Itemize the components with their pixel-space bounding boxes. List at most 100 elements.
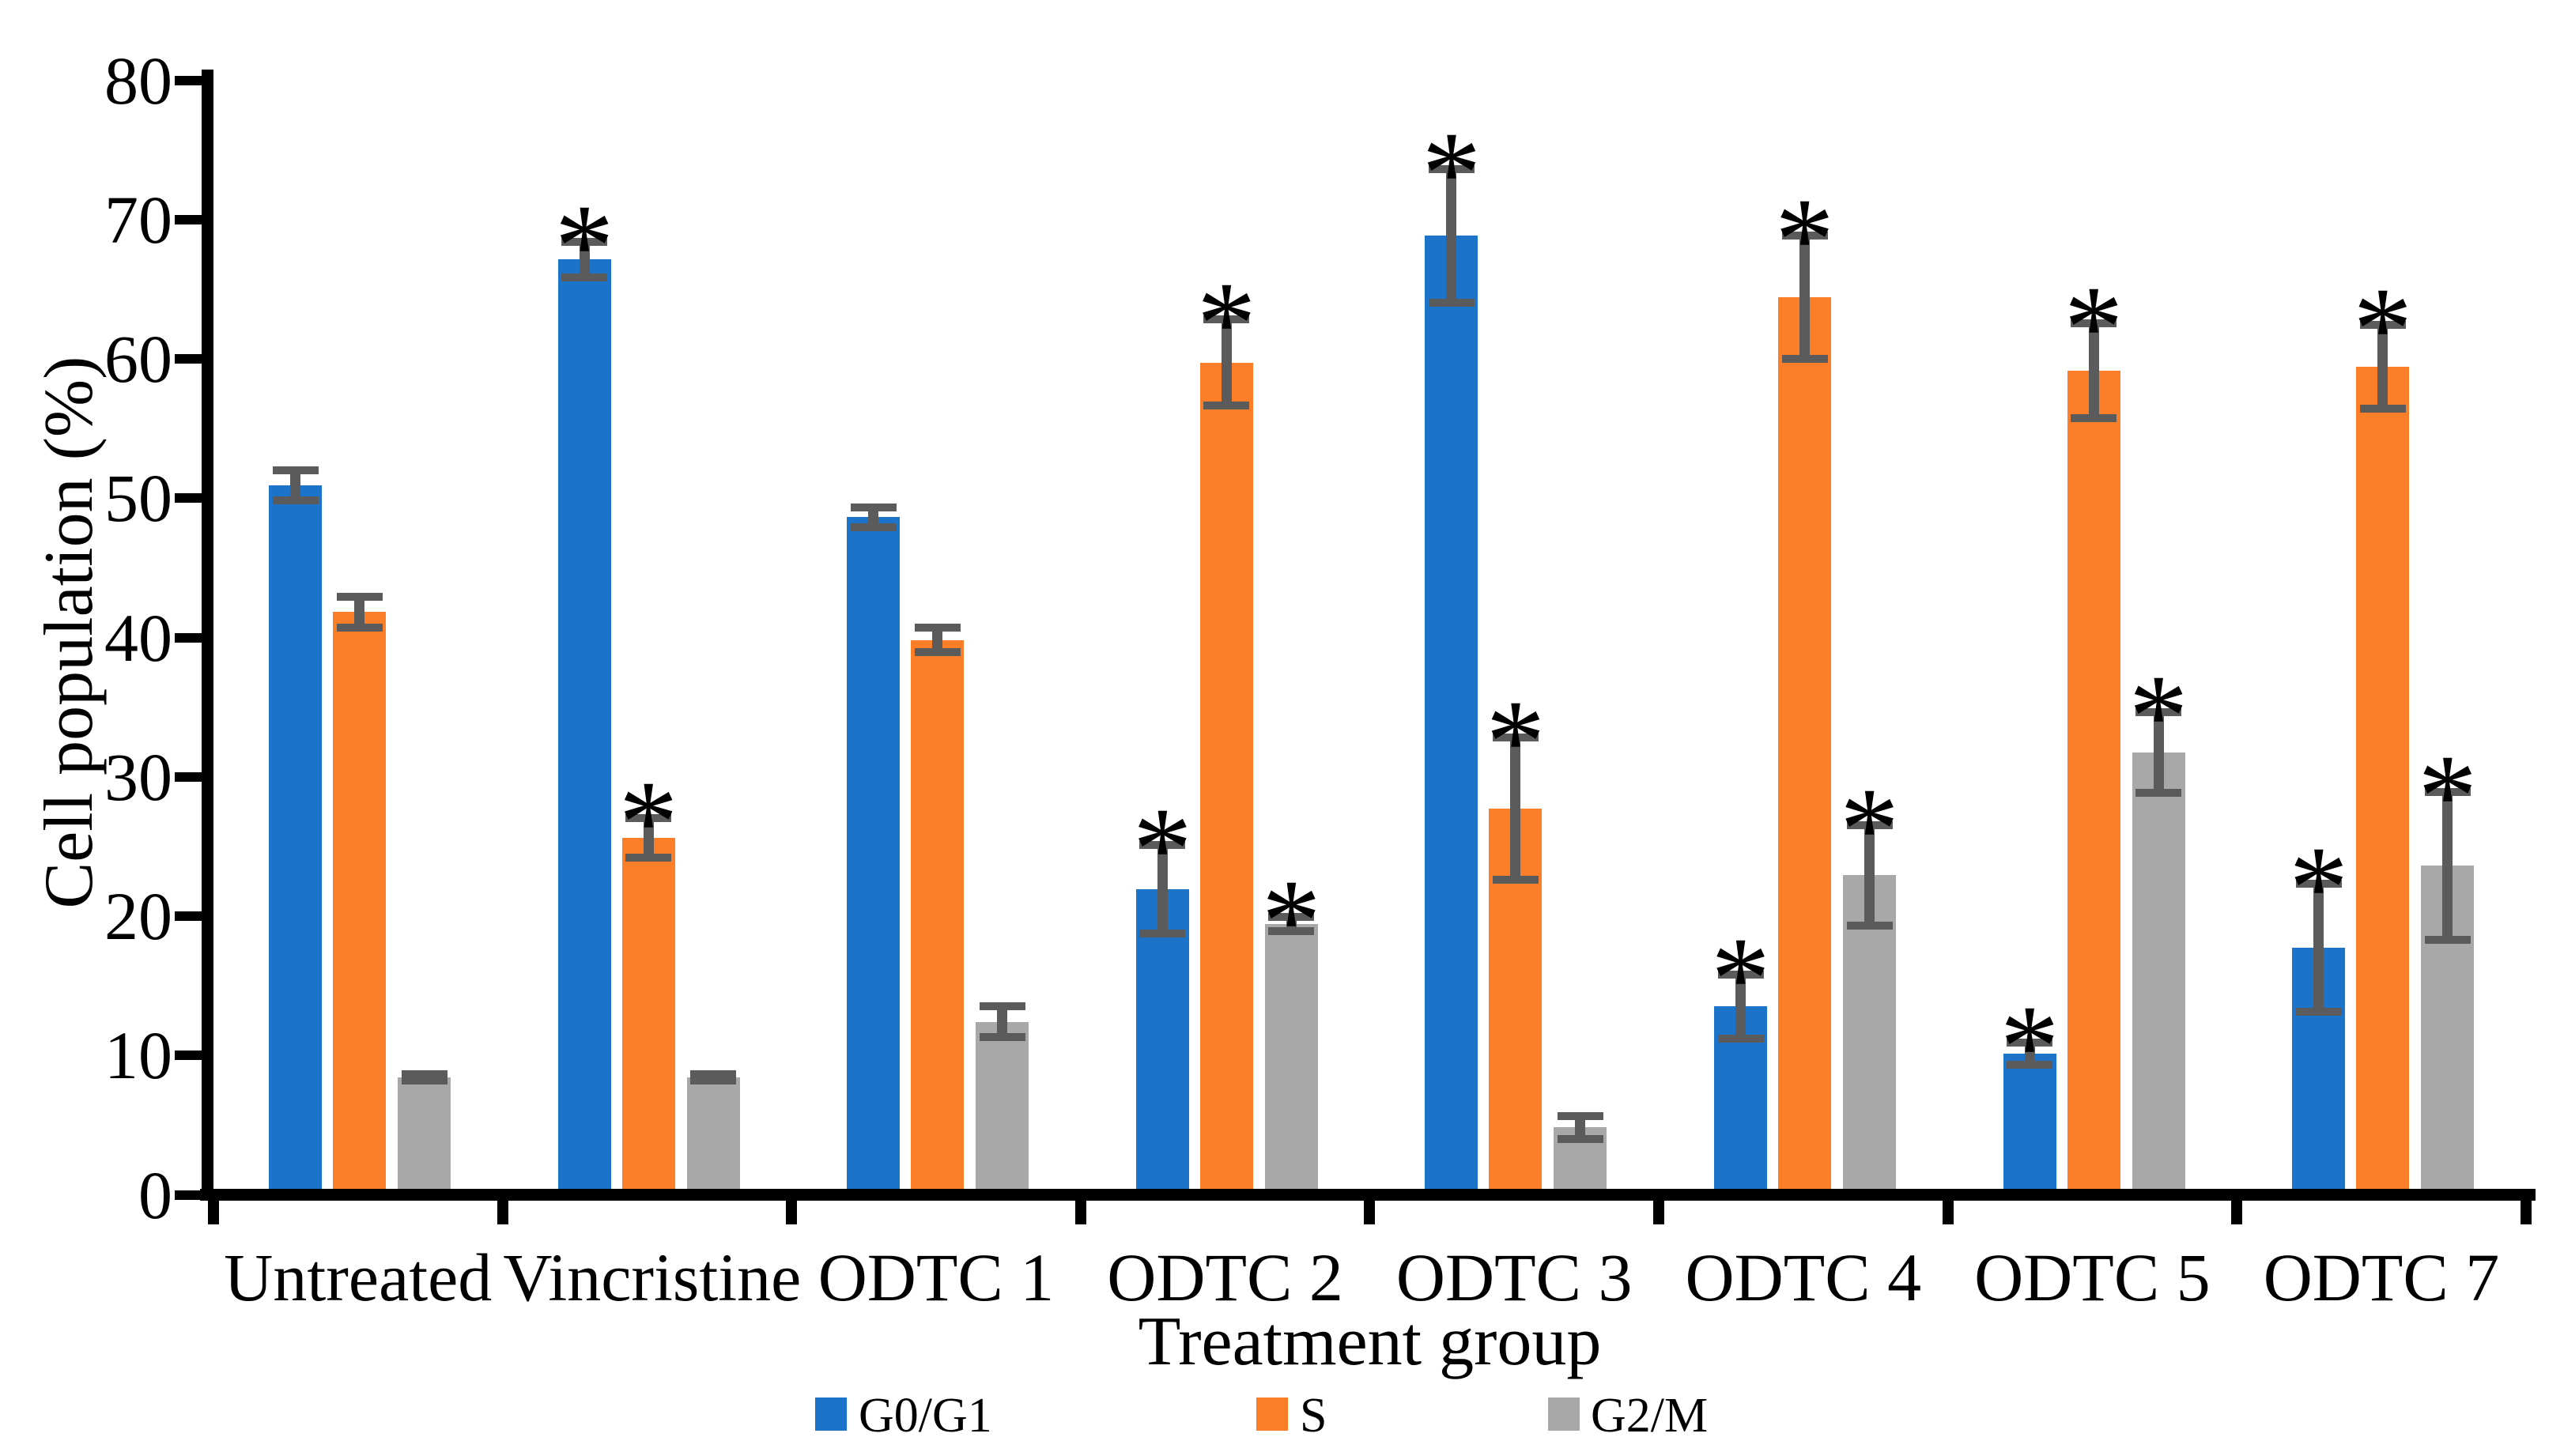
error-bar-cap-top [914,623,961,632]
error-bar-cap-bottom [1557,1134,1603,1143]
category-label: Untreated [224,1239,493,1315]
error-bar-stem [290,470,300,501]
error-bar-stem [2313,884,2324,1013]
error-bar-stem [1157,844,1168,934]
error-bar-cap-top [561,237,608,246]
y-tick-label: 10 [104,1017,172,1094]
significance-asterisk: * [2128,651,2188,783]
error-bar-cap-bottom [2135,789,2182,798]
error-bar-cap-bottom [561,273,608,282]
error-bar-cap-top [401,1070,447,1079]
significance-asterisk: * [2064,262,2124,394]
x-tick [786,1189,798,1224]
error-bar-cap-bottom [1139,930,1186,938]
x-tick [2231,1189,2243,1224]
significance-asterisk: * [1422,107,1482,239]
error-bar-cap-top [2359,321,2406,330]
significance-asterisk: * [2353,263,2413,395]
y-tick-label: 20 [104,878,172,954]
y-tick-label: 60 [104,321,172,397]
error-bar-stem [1221,319,1232,406]
significance-asterisk: * [1196,258,1256,390]
y-tick [175,214,202,224]
y-tick-label: 80 [104,42,172,119]
x-tick [1942,1189,1954,1224]
y-tick [175,1190,202,1200]
error-bar-cap-bottom [1203,402,1250,410]
error-bar-cap-bottom [1268,926,1315,935]
y-tick [175,1051,202,1061]
error-bar-cap-top [1268,913,1315,922]
legend-swatch-g0g1 [815,1398,847,1431]
error-bar-cap-bottom [1846,921,1893,930]
significance-asterisk: * [1711,912,1770,1044]
significance-asterisk: * [1261,855,1321,987]
error-bar-cap-top [1428,164,1475,173]
category-label: ODTC 3 [1395,1239,1633,1315]
bar-g0g1-4 [1425,236,1478,1189]
x-tick [497,1189,508,1224]
significance-asterisk: * [1486,675,1546,807]
error-bar-stem [997,1006,1008,1037]
error-bar-stem [1510,737,1521,880]
y-tick-label: 70 [104,181,172,258]
bar-s-5 [1778,297,1831,1189]
y-tick-label: 50 [104,460,172,537]
bar-g0g1-2 [847,517,901,1189]
significance-asterisk: * [1775,174,1834,306]
error-bar-cap-bottom [850,522,897,531]
significance-asterisk: * [2418,730,2478,862]
significance-asterisk: * [1840,763,1899,895]
category-label: ODTC 2 [1107,1239,1343,1315]
error-bar-stem [1575,1116,1586,1139]
error-bar-cap-bottom [2071,414,2117,423]
x-tick [1074,1189,1086,1224]
x-tick [208,1189,219,1224]
error-bar-cap-bottom [336,623,383,632]
error-bar-cap-bottom [1717,1034,1764,1043]
error-bar-cap-top [2071,319,2117,328]
error-bar-cap-bottom [625,853,672,862]
error-bar-cap-top [1846,820,1893,829]
x-tick [1364,1189,1376,1224]
significance-asterisk: * [1999,980,2060,1112]
error-bar-stem [2442,791,2453,940]
y-tick-label: 40 [104,599,172,676]
error-bar-cap-bottom [272,496,319,505]
legend-swatch-s [1256,1398,1288,1431]
bar-g2m-1 [686,1077,740,1189]
category-label: ODTC 4 [1685,1239,1922,1315]
error-bar-stem [1864,824,1875,926]
error-bar-cap-bottom [979,1032,1025,1041]
legend-swatch-g2m [1548,1398,1580,1431]
bar-s-2 [911,639,965,1189]
category-label: ODTC 1 [818,1239,1055,1315]
bar-s-1 [621,837,675,1189]
error-bar-cap-top [1717,970,1764,979]
error-bar-cap-bottom [2359,405,2406,413]
bar-s-3 [1199,362,1253,1189]
significance-asterisk: * [2289,822,2349,953]
error-bar-cap-bottom [401,1076,447,1084]
bar-g2m-2 [976,1021,1029,1189]
bar-s-7 [2356,367,2410,1189]
error-bar-cap-top [2295,880,2342,888]
error-bar-cap-top [272,466,319,474]
error-bar-cap-top [1203,315,1250,324]
bar-g0g1-6 [2003,1054,2056,1189]
legend-label-g2m: G2/M [1591,1389,1709,1443]
error-bar-cap-top [2424,787,2471,796]
x-tick [2520,1189,2532,1224]
error-bar-stem [932,627,943,653]
error-bar-cap-top [625,814,672,823]
bar-g2m-0 [398,1077,451,1189]
error-bar-cap-top [1492,733,1539,741]
error-bar-stem [643,818,654,858]
y-tick [175,493,202,504]
error-bar-stem [2024,1042,2035,1066]
significance-asterisk: * [554,179,614,311]
error-bar-stem [2377,325,2388,409]
y-tick [175,771,202,782]
error-bar-stem [2153,712,2164,794]
